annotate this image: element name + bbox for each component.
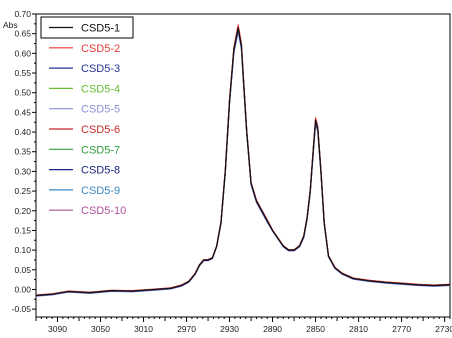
x-tick-label: 2850: [306, 324, 325, 334]
legend-item-csd5-8[interactable]: CSD5-8: [49, 165, 120, 177]
y-tick-label: 0.20: [14, 206, 31, 216]
y-tick-label: 0.50: [14, 88, 31, 98]
y-tick-label: 0.55: [14, 68, 31, 78]
x-axis: 3090 3050 3010 2970 2930 2890 2850 2810 2770 2730: [35, 317, 452, 334]
y-tick-label: -0.05: [12, 304, 32, 314]
legend-label: CSD5-1: [81, 23, 120, 35]
legend-item-csd5-2[interactable]: CSD5-2: [49, 43, 120, 55]
y-axis-unit-label: Abs: [3, 20, 18, 30]
x-tick-label: 2930: [220, 324, 239, 334]
legend-label: CSD5-3: [81, 63, 120, 75]
legend-label: CSD5-7: [81, 144, 120, 156]
x-tick-label: 2730: [435, 324, 452, 334]
legend-item-csd5-10[interactable]: CSD5-10: [49, 205, 126, 217]
x-tick-label: 2970: [177, 324, 196, 334]
y-tick-label: 0.30: [14, 166, 31, 176]
y-tick-label: 0.05: [14, 265, 31, 275]
legend-item-csd5-1[interactable]: CSD5-1: [49, 23, 120, 35]
legend-item-csd5-4[interactable]: CSD5-4: [49, 83, 120, 95]
y-tick-label: 0.10: [14, 245, 31, 255]
plot-border: [35, 13, 451, 318]
plot-frame: [35, 13, 451, 318]
y-tick-label: 0.45: [14, 107, 31, 117]
legend[interactable]: CSD5-1 CSD5-2 CSD5-3 CSD5-4 CSD5-5 CSD5-6 CSD5…: [40, 16, 134, 217]
x-tick-label: 2770: [392, 324, 411, 334]
y-axis: -0.05 0.00 0.05 0.10 0.15 0.20 0.25 0.30 0.35 0.4…: [12, 9, 36, 314]
legend-item-csd5-3[interactable]: CSD5-3: [49, 63, 120, 75]
legend-label: CSD5-10: [81, 205, 126, 217]
x-tick-label: 3010: [134, 324, 153, 334]
y-tick-label: 0.00: [14, 284, 31, 294]
series-line-csd5-1: [35, 27, 451, 296]
legend-label: CSD5-5: [81, 104, 120, 116]
y-tick-label: 0.70: [14, 9, 31, 19]
y-tick-label: 0.25: [14, 186, 31, 196]
legend-item-csd5-7[interactable]: CSD5-7: [49, 144, 120, 156]
y-tick-label: 0.15: [14, 225, 31, 235]
series-lines: [35, 24, 451, 297]
y-tick-label: 0.40: [14, 127, 31, 137]
y-tick-label: 0.65: [14, 29, 31, 39]
legend-label: CSD5-4: [81, 83, 120, 95]
legend-item-csd5-6[interactable]: CSD5-6: [49, 124, 120, 136]
y-tick-label: 0.60: [14, 48, 31, 58]
legend-label: CSD5-2: [81, 43, 120, 55]
x-tick-label: 2810: [349, 324, 368, 334]
legend-item-csd5-9[interactable]: CSD5-9: [49, 185, 120, 197]
legend-label: CSD5-8: [81, 165, 120, 177]
legend-label: CSD5-6: [81, 124, 120, 136]
legend-label: CSD5-9: [81, 185, 120, 197]
x-tick-label: 3090: [48, 324, 67, 334]
x-tick-label: 3050: [91, 324, 110, 334]
legend-highlight-box: [40, 16, 134, 39]
x-tick-label: 2890: [263, 324, 282, 334]
legend-item-csd5-5[interactable]: CSD5-5: [49, 104, 120, 116]
y-tick-label: 0.35: [14, 147, 31, 157]
